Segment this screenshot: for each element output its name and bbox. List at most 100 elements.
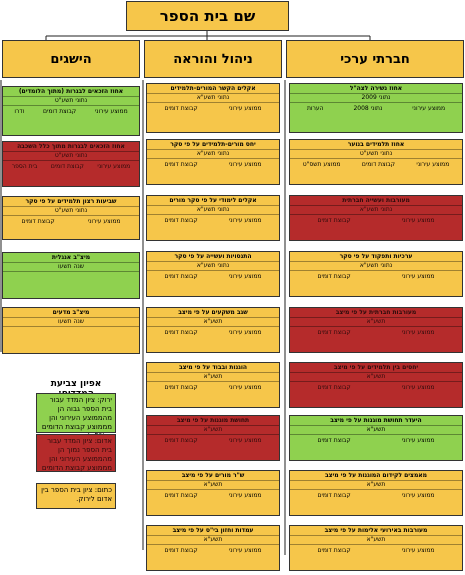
indicator-comparison-row: ממוצע עירוני קבוצת דומים bbox=[147, 435, 279, 447]
indicator-comparison-row: ממוצע עירוני קבוצת דומים בית הספר bbox=[3, 161, 139, 173]
indicator-title: ערכיות ותפקוד על פי סקר bbox=[339, 253, 413, 260]
column-header-achievements: הישגים bbox=[2, 40, 140, 78]
comparison-label: ממוצע עירוני bbox=[401, 217, 435, 224]
indicator-title: היעדר תחושת מוגנות על פי מיצב bbox=[330, 417, 422, 424]
indicator-comparison-row: ממוצע עירוני קבוצת דומים bbox=[147, 103, 279, 115]
comparison-label: בית הספר bbox=[11, 163, 38, 170]
indicator-card: שביעות רצון תלמידים על פי סקר נתוני תשע"ט… bbox=[2, 196, 140, 240]
indicator-card: אחוז תלמידים בנוער נתוני תשע"ט ממוצע עירונ… bbox=[289, 139, 463, 185]
comparison-label: קבוצת דומים bbox=[164, 437, 198, 444]
indicator-data-year: תשע"א bbox=[147, 317, 279, 327]
comparison-label: ממוצע עירוני bbox=[228, 105, 262, 112]
indicator-card: אקלים הקשר המורים-תלמידים נתוני תשע"א ממוצ… bbox=[146, 83, 280, 133]
indicator-card: מעורבות ועשייה חברתית נתוני תשע"א ממוצע עי… bbox=[289, 195, 463, 241]
indicator-card: ש"ר מורים על פי מיצב תשע"א ממוצע עירוני קבו… bbox=[146, 470, 280, 516]
indicator-title: שביעות רצון תלמידים על פי סקר bbox=[25, 198, 117, 205]
indicator-comparison-row: ממוצע עירוני קבוצת דומים bbox=[3, 216, 139, 228]
indicator-data-year: נתוני תשע"ט bbox=[290, 149, 462, 159]
indicator-card: עמדות וחזון בי"ס על פי מיצב תשע"א ממוצע עי… bbox=[146, 525, 280, 571]
indicator-card: התנסויות ועשייה על פי סקר נתוני תשע"א ממוצ… bbox=[146, 251, 280, 297]
indicator-data-year: תשע"א bbox=[147, 425, 279, 435]
indicator-data-year: נתוני תשע"א bbox=[290, 261, 462, 271]
indicator-comparison-row: ממוצע עירוני קבוצת דומים bbox=[290, 435, 462, 447]
indicator-comparison-row: ממוצע עירוני נתוני 2008 הערות bbox=[290, 103, 462, 115]
indicator-card: מעורבות חברתית על פי מיצב תשע"א ממוצע עירו… bbox=[289, 307, 463, 353]
indicator-card: שגב משקעים על פי מיצב תשע"א ממוצע עירוני קב… bbox=[146, 307, 280, 353]
comparison-label: קבוצת דומים bbox=[317, 273, 351, 280]
comparison-label: קבוצת דומים bbox=[164, 217, 198, 224]
indicator-comparison-row: ממוצע עירוני קבוצת דומים bbox=[147, 490, 279, 502]
comparison-label: קבוצת דומים bbox=[317, 329, 351, 336]
comparison-label: ממוצע עירוני bbox=[401, 547, 435, 554]
indicator-data-year: תשע"א bbox=[290, 317, 462, 327]
legend-red-text: אדום: ציון המדד עבור בית הספר נמוך הן מה… bbox=[41, 437, 112, 472]
indicator-data-year: תשע"א bbox=[290, 372, 462, 382]
comparison-label: קבוצת דומים bbox=[164, 547, 198, 554]
comparison-label: ממוצע עירוני bbox=[401, 384, 435, 391]
indicator-comparison-row: ממוצע עירוני קבוצת דומים ודרו bbox=[3, 106, 139, 118]
indicator-comparison-row: ממוצע עירוני קבוצת דומים bbox=[147, 545, 279, 557]
comparison-label: ודרו bbox=[14, 108, 25, 115]
comparison-label: ממוצע עירוני bbox=[228, 547, 262, 554]
comparison-label: קבוצת דומים bbox=[317, 492, 351, 499]
indicator-data-year: תשע"א bbox=[147, 535, 279, 545]
indicator-comparison-row bbox=[3, 327, 139, 331]
column-title: ניהול והוראה bbox=[173, 51, 253, 67]
legend-orange-text: כתום: ציון בית הספר בין אדום לירוק. bbox=[41, 486, 112, 503]
indicator-title: מעורבות באירועי אלימות על פי מיצב bbox=[324, 527, 428, 534]
indicator-card: מיצ"ב אנגלית שנה תשעו bbox=[2, 252, 140, 299]
indicator-title: אקלים לימודי על פי סקר מורים bbox=[169, 197, 257, 204]
indicator-data-year: תשע"א bbox=[290, 535, 462, 545]
indicator-card: תחושת מוגנות על פי מיצב תשע"א ממוצע עירוני… bbox=[146, 415, 280, 461]
indicator-comparison-row: ממוצע עירוני קבוצת דומים bbox=[290, 327, 462, 339]
indicator-comparison-row: ממוצע עירוני קבוצת דומים bbox=[147, 327, 279, 339]
comparison-label: קבוצת דומים bbox=[164, 105, 198, 112]
indicator-card: היעדר תחושת מוגנות על פי מיצב תשע"א ממוצע … bbox=[289, 415, 463, 461]
comparison-label: קבוצת דומים bbox=[317, 437, 351, 444]
indicator-title: מאמצים לקידום המוגנות על פי מיצב bbox=[324, 472, 428, 479]
indicator-card: אקלים לימודי על פי סקר מורים נתוני תשע"א מ… bbox=[146, 195, 280, 241]
comparison-label: ממוצע עירוני bbox=[94, 108, 128, 115]
indicator-title: עמדות וחזון בי"ס על פי מיצב bbox=[172, 527, 254, 534]
comparison-label: קבוצת דומים bbox=[164, 492, 198, 499]
comparison-label: ממוצע עירוני bbox=[228, 329, 262, 336]
comparison-label: קבוצת דומים bbox=[164, 329, 198, 336]
comparison-label: קבוצת דומים bbox=[361, 161, 395, 168]
comparison-label: ממוצע תשס"ט bbox=[302, 161, 341, 168]
indicator-data-year: נתוני 2009 bbox=[290, 93, 462, 103]
comparison-label: קבוצת דומים bbox=[164, 384, 198, 391]
comparison-label: קבוצת דומים bbox=[317, 384, 351, 391]
indicator-title: אחוז הזכאים לבגרות (מתוך הלומדים) bbox=[18, 88, 124, 95]
indicator-title: שגב משקעים על פי מיצב bbox=[178, 309, 248, 316]
comparison-label: קבוצת דומים bbox=[50, 163, 84, 170]
indicator-title: אחוז תלמידים בנוער bbox=[347, 141, 405, 148]
indicator-data-year: תשע"א bbox=[290, 425, 462, 435]
indicator-comparison-row: ממוצע עירוני קבוצת דומים bbox=[290, 382, 462, 394]
comparison-label: ממוצע עירוני bbox=[228, 273, 262, 280]
indicator-data-year: נתוני תשע"ט bbox=[3, 96, 139, 106]
comparison-label: ממוצע עירוני bbox=[97, 163, 131, 170]
school-name-title: שם בית הספר bbox=[126, 1, 289, 31]
indicator-data-year: תשע"א bbox=[147, 372, 279, 382]
indicator-title: יחס מורים-תלמידים על פי סקר bbox=[170, 141, 256, 148]
legend-orange: כתום: ציון בית הספר בין אדום לירוק. bbox=[36, 483, 116, 509]
indicator-card: אחוז הזכאים לבגרות מתוך כלל השכבה נתוני ת… bbox=[2, 141, 140, 187]
column-title: הישגים bbox=[50, 51, 92, 67]
comparison-label: ממוצע עירוני bbox=[228, 437, 262, 444]
indicator-card: יחסים בין תלמידים על פי מיצב תשע"א ממוצע ע… bbox=[289, 362, 463, 408]
comparison-label: ממוצע עירוני bbox=[401, 329, 435, 336]
indicator-title: אקלים הקשר המורים-תלמידים bbox=[170, 85, 256, 92]
indicator-title: מעורבות ועשייה חברתית bbox=[342, 197, 410, 204]
indicator-card: הוגנות ובבוד על פי מיצב תשע"א ממוצע עירוני… bbox=[146, 362, 280, 408]
indicator-comparison-row: ממוצע עירוני קבוצת דומים bbox=[290, 271, 462, 283]
comparison-label: ממוצע עירוני bbox=[401, 437, 435, 444]
indicator-card: אחוז הזכאים לבגרות (מתוך הלומדים) נתוני ת… bbox=[2, 86, 140, 136]
comparison-label: הערות bbox=[306, 105, 324, 112]
indicator-data-year: נתוני תשע"ט bbox=[3, 151, 139, 161]
comparison-label: קבוצת דומים bbox=[164, 161, 198, 168]
indicator-data-year: נתוני תשע"א bbox=[290, 205, 462, 215]
comparison-label: ממוצע עירוני bbox=[401, 273, 435, 280]
column-header-management: ניהול והוראה bbox=[144, 40, 282, 78]
indicator-comparison-row: ממוצע עירוני קבוצת דומים bbox=[147, 382, 279, 394]
indicator-card: מעורבות באירועי אלימות על פי מיצב תשע"א ממ… bbox=[289, 525, 463, 571]
